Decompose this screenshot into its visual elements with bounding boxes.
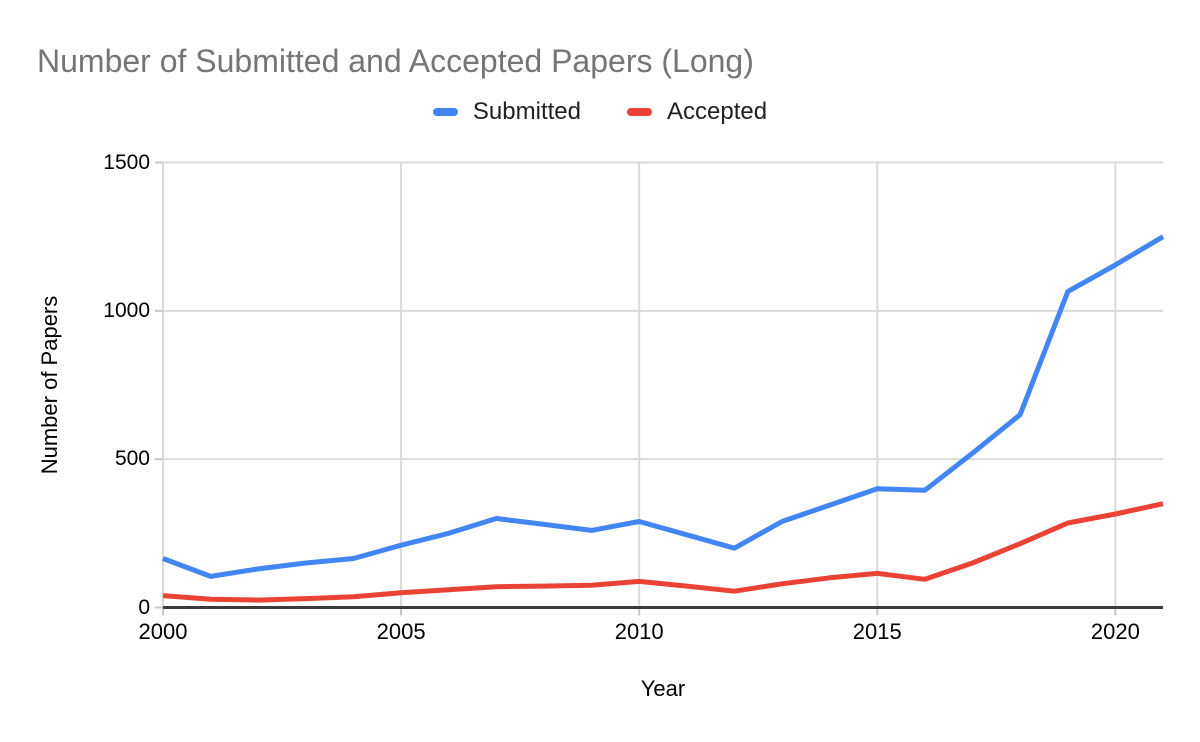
x-axis-title: Year (640, 676, 686, 701)
legend-item-submitted: Submitted (432, 98, 581, 125)
accepted-line-series (162, 501, 1164, 603)
legend: Submitted Accepted (0, 99, 1200, 125)
x-tick-label: 2020 (1090, 619, 1140, 644)
x-tick-label: 2010 (614, 619, 664, 644)
y-tick-label: 500 (114, 447, 150, 471)
x-tick-label: 2000 (138, 619, 188, 644)
axis-ticks (155, 161, 1117, 616)
legend-item-accepted: Accepted (626, 98, 768, 125)
vertical-gridlines (162, 162, 1117, 608)
x-tick-label: 2005 (376, 619, 426, 644)
x-tick-label: 2015 (852, 619, 902, 644)
accepted-series-swatch (626, 108, 652, 116)
submitted-series-swatch (432, 108, 458, 116)
submitted-line-series (162, 234, 1165, 579)
chart-title: Number of Submitted and Accepted Papers … (37, 43, 754, 79)
horizontal-gridlines (163, 161, 1163, 461)
y-tick-label: 1000 (103, 298, 150, 322)
y-tick-label: 0 (138, 595, 150, 619)
y-axis-title: Number of Papers (37, 295, 62, 475)
y-tick-label: 1500 (103, 150, 150, 174)
legend-label-submitted: Submitted (472, 98, 581, 125)
legend-label-accepted: Accepted (666, 98, 768, 125)
